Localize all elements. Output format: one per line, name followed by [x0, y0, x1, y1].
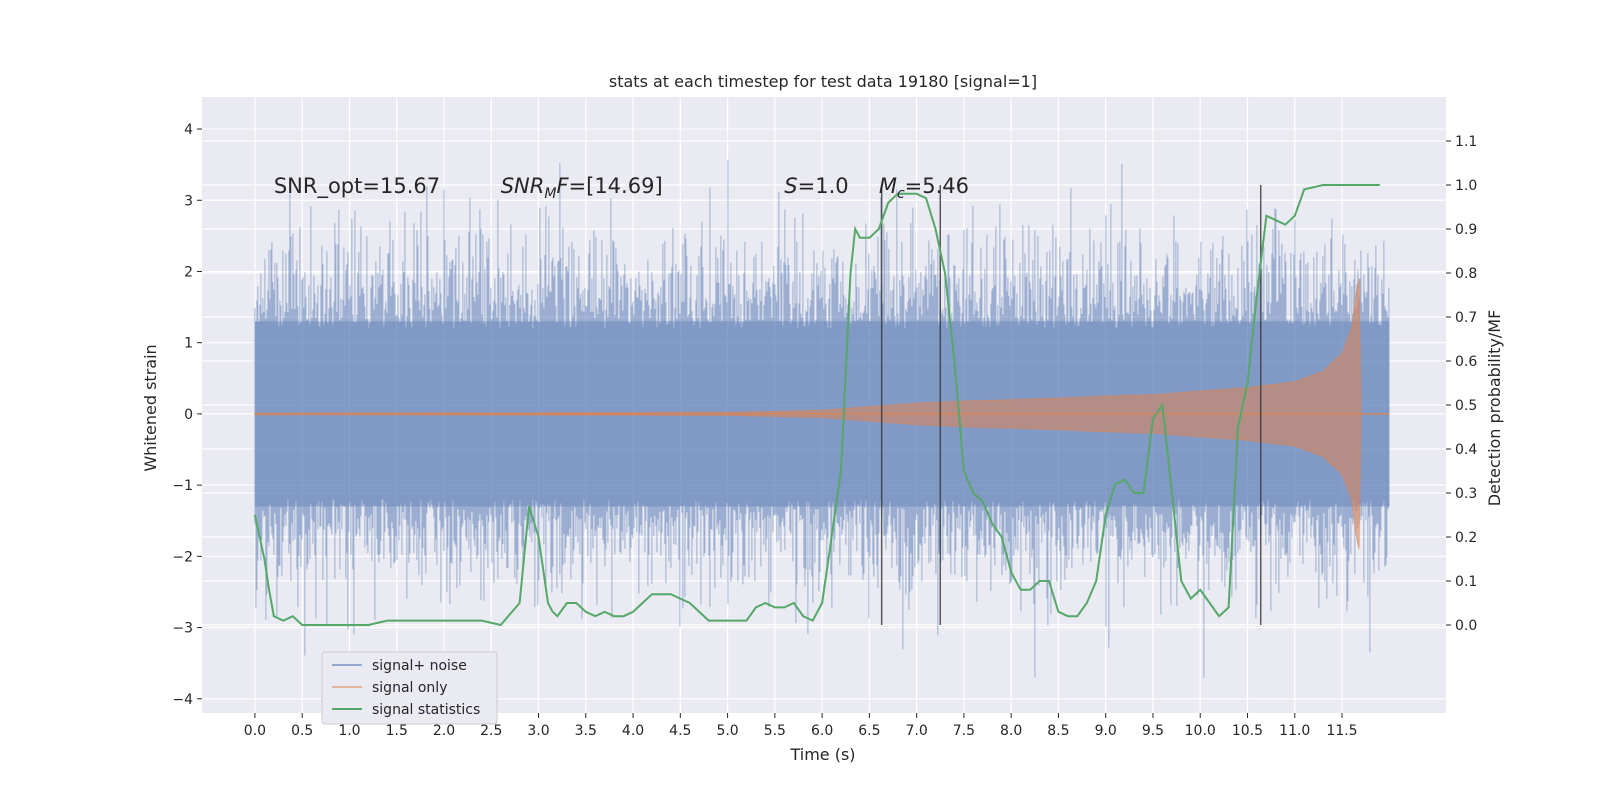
- y-tick-label-4: 0: [184, 407, 193, 423]
- y2-tick-label-2: 0.2: [1455, 530, 1477, 546]
- x-tick-label-8: 4.0: [622, 723, 644, 739]
- y-tick-label-6: 2: [184, 264, 193, 280]
- x-tick-label-22: 11.0: [1279, 723, 1310, 739]
- y-tick-label-8: 4: [184, 122, 193, 138]
- x-tick-label-14: 7.0: [906, 723, 928, 739]
- x-tick-label-12: 6.0: [811, 723, 833, 739]
- x-tick-label-9: 4.5: [669, 723, 691, 739]
- chart-title: stats at each timestep for test data 191…: [609, 72, 1037, 91]
- y2-tick-label-4: 0.4: [1455, 442, 1477, 458]
- annotation-2: S=1.0: [784, 174, 848, 198]
- legend-box: [321, 651, 498, 725]
- annotation-0: SNR_opt=15.67: [274, 174, 440, 199]
- x-tick-label-18: 9.0: [1095, 723, 1117, 739]
- x-tick-label-10: 5.0: [716, 723, 738, 739]
- x-tick-label-5: 2.5: [480, 723, 502, 739]
- y2-tick-label-9: 0.9: [1455, 222, 1477, 238]
- legend-label-noise: signal+ noise: [372, 658, 467, 674]
- x-tick-label-4: 2.0: [433, 723, 455, 739]
- y-tick-label-0: −4: [172, 692, 193, 708]
- annotation-1: SNRMF=[14.69]: [501, 174, 663, 202]
- x-tick-label-2: 1.0: [338, 723, 360, 739]
- y-tick-label-2: −2: [172, 549, 193, 565]
- x-tick-label-21: 10.5: [1232, 723, 1263, 739]
- y-tick-label-1: −3: [172, 621, 193, 637]
- y2-tick-label-5: 0.5: [1455, 398, 1477, 414]
- y-tick-label-3: −1: [172, 478, 193, 494]
- x-tick-label-23: 11.5: [1326, 723, 1357, 739]
- x-tick-label-11: 5.5: [764, 723, 786, 739]
- y-tick-label-7: 3: [184, 193, 193, 209]
- x-tick-label-16: 8.0: [1000, 723, 1022, 739]
- y2-tick-label-10: 1.0: [1455, 178, 1477, 194]
- legend-label-stats: signal statistics: [372, 702, 480, 718]
- y2-tick-label-6: 0.6: [1455, 354, 1477, 370]
- x-tick-label-0: 0.0: [244, 723, 266, 739]
- y2-tick-label-0: 0.0: [1455, 618, 1477, 634]
- annotations: SNR_opt=15.67 SNRMF=[14.69] S=1.0 Mc=5.46: [274, 174, 969, 202]
- x-tick-label-20: 10.0: [1185, 723, 1216, 739]
- legend: signal+ noise signal only signal statist…: [321, 651, 498, 725]
- legend-label-signal: signal only: [372, 680, 447, 696]
- stats-line: [253, 184, 1380, 627]
- y2-tick-label-8: 0.8: [1455, 266, 1477, 282]
- y-axis-label: Whitened strain: [141, 344, 160, 471]
- annotation-3: Mc=5.46: [879, 174, 969, 202]
- x-tick-label-6: 3.0: [527, 723, 549, 739]
- y2-tick-label-1: 0.1: [1455, 574, 1477, 590]
- y2-tick-label-7: 0.7: [1455, 310, 1477, 326]
- signal-only-series: [254, 278, 1390, 550]
- axes: 0.0 0.5 1.0 1.5 2.0 2.5 3.0 3.5 4.0 4.5 5.0 5.5 6.0 6…: [172, 122, 1477, 739]
- y2-tick-label-3: 0.3: [1455, 486, 1477, 502]
- x-tick-label-1: 0.5: [291, 723, 313, 739]
- y2-tick-label-11: 1.1: [1455, 134, 1477, 150]
- signal-statistics-series: [253, 184, 1380, 627]
- x-tick-label-15: 7.5: [953, 723, 975, 739]
- x-tick-label-3: 1.5: [386, 723, 408, 739]
- y-tick-label-5: 1: [184, 336, 193, 352]
- x-axis-label: Time (s): [789, 745, 855, 764]
- y2-axis-label: Detection probability/MF: [1485, 310, 1504, 507]
- x-tick-label-17: 8.5: [1047, 723, 1069, 739]
- x-tick-label-13: 6.5: [858, 723, 880, 739]
- x-tick-label-7: 3.5: [575, 723, 597, 739]
- x-tick-label-19: 9.5: [1142, 723, 1164, 739]
